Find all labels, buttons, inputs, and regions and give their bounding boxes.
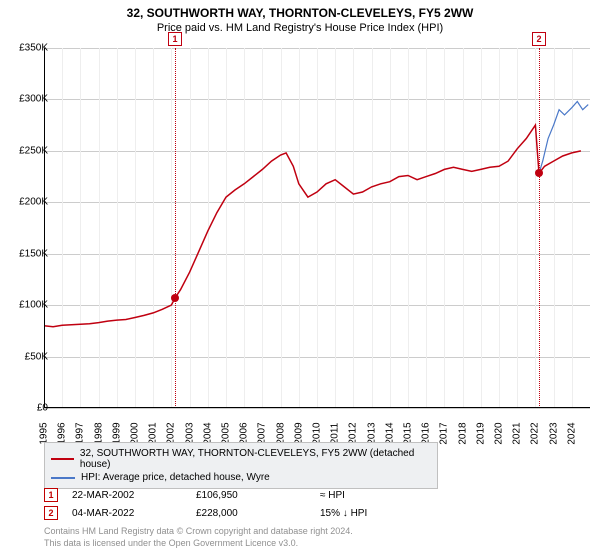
x-tick-label: 2019 — [475, 419, 486, 449]
x-tick-label: 2023 — [548, 419, 559, 449]
y-tick-label: £350K — [8, 43, 48, 54]
y-tick-label: £100K — [8, 300, 48, 311]
footer-attribution: Contains HM Land Registry data © Crown c… — [44, 526, 353, 549]
x-tick-label: 2020 — [494, 419, 505, 449]
table-row: 2 04-MAR-2022 £228,000 15% ↓ HPI — [44, 504, 430, 522]
y-tick-label: £0 — [8, 403, 48, 414]
legend: 32, SOUTHWORTH WAY, THORNTON-CLEVELEYS, … — [44, 442, 438, 489]
legend-label: 32, SOUTHWORTH WAY, THORNTON-CLEVELEYS, … — [80, 448, 431, 470]
row-marker-icon: 2 — [44, 506, 58, 520]
chart-title: 32, SOUTHWORTH WAY, THORNTON-CLEVELEYS, … — [0, 0, 600, 20]
row-price: £228,000 — [196, 508, 306, 519]
legend-item: 32, SOUTHWORTH WAY, THORNTON-CLEVELEYS, … — [51, 447, 431, 471]
legend-label: HPI: Average price, detached house, Wyre — [81, 472, 270, 483]
x-tick-label: 2021 — [512, 419, 523, 449]
y-tick-label: £150K — [8, 248, 48, 259]
row-date: 22-MAR-2002 — [72, 490, 182, 501]
transactions-table: 1 22-MAR-2002 £106,950 ≈ HPI 2 04-MAR-20… — [44, 486, 430, 522]
y-tick-label: £200K — [8, 197, 48, 208]
x-tick-label: 2024 — [566, 419, 577, 449]
table-row: 1 22-MAR-2002 £106,950 ≈ HPI — [44, 486, 430, 504]
legend-swatch-icon — [51, 458, 74, 460]
chart-marker-1: 1 — [168, 32, 182, 46]
row-price: £106,950 — [196, 490, 306, 501]
chart-container: 32, SOUTHWORTH WAY, THORNTON-CLEVELEYS, … — [0, 0, 600, 560]
y-tick-label: £50K — [8, 351, 48, 362]
row-marker-icon: 1 — [44, 488, 58, 502]
x-axis — [44, 407, 590, 408]
chart-subtitle: Price paid vs. HM Land Registry's House … — [0, 20, 600, 34]
row-note: 15% ↓ HPI — [320, 508, 430, 519]
x-tick-label: 2017 — [439, 419, 450, 449]
footer-line: This data is licensed under the Open Gov… — [44, 538, 353, 550]
footer-line: Contains HM Land Registry data © Crown c… — [44, 526, 353, 538]
row-date: 04-MAR-2022 — [72, 508, 182, 519]
legend-item: HPI: Average price, detached house, Wyre — [51, 471, 431, 484]
y-tick-label: £250K — [8, 145, 48, 156]
row-note: ≈ HPI — [320, 490, 430, 501]
x-tick-label: 2018 — [457, 419, 468, 449]
chart-marker-2: 2 — [532, 32, 546, 46]
chart-lines — [44, 48, 590, 408]
x-tick-label: 2022 — [530, 419, 541, 449]
legend-swatch-icon — [51, 477, 75, 479]
y-tick-label: £300K — [8, 94, 48, 105]
plot-area — [44, 48, 590, 408]
